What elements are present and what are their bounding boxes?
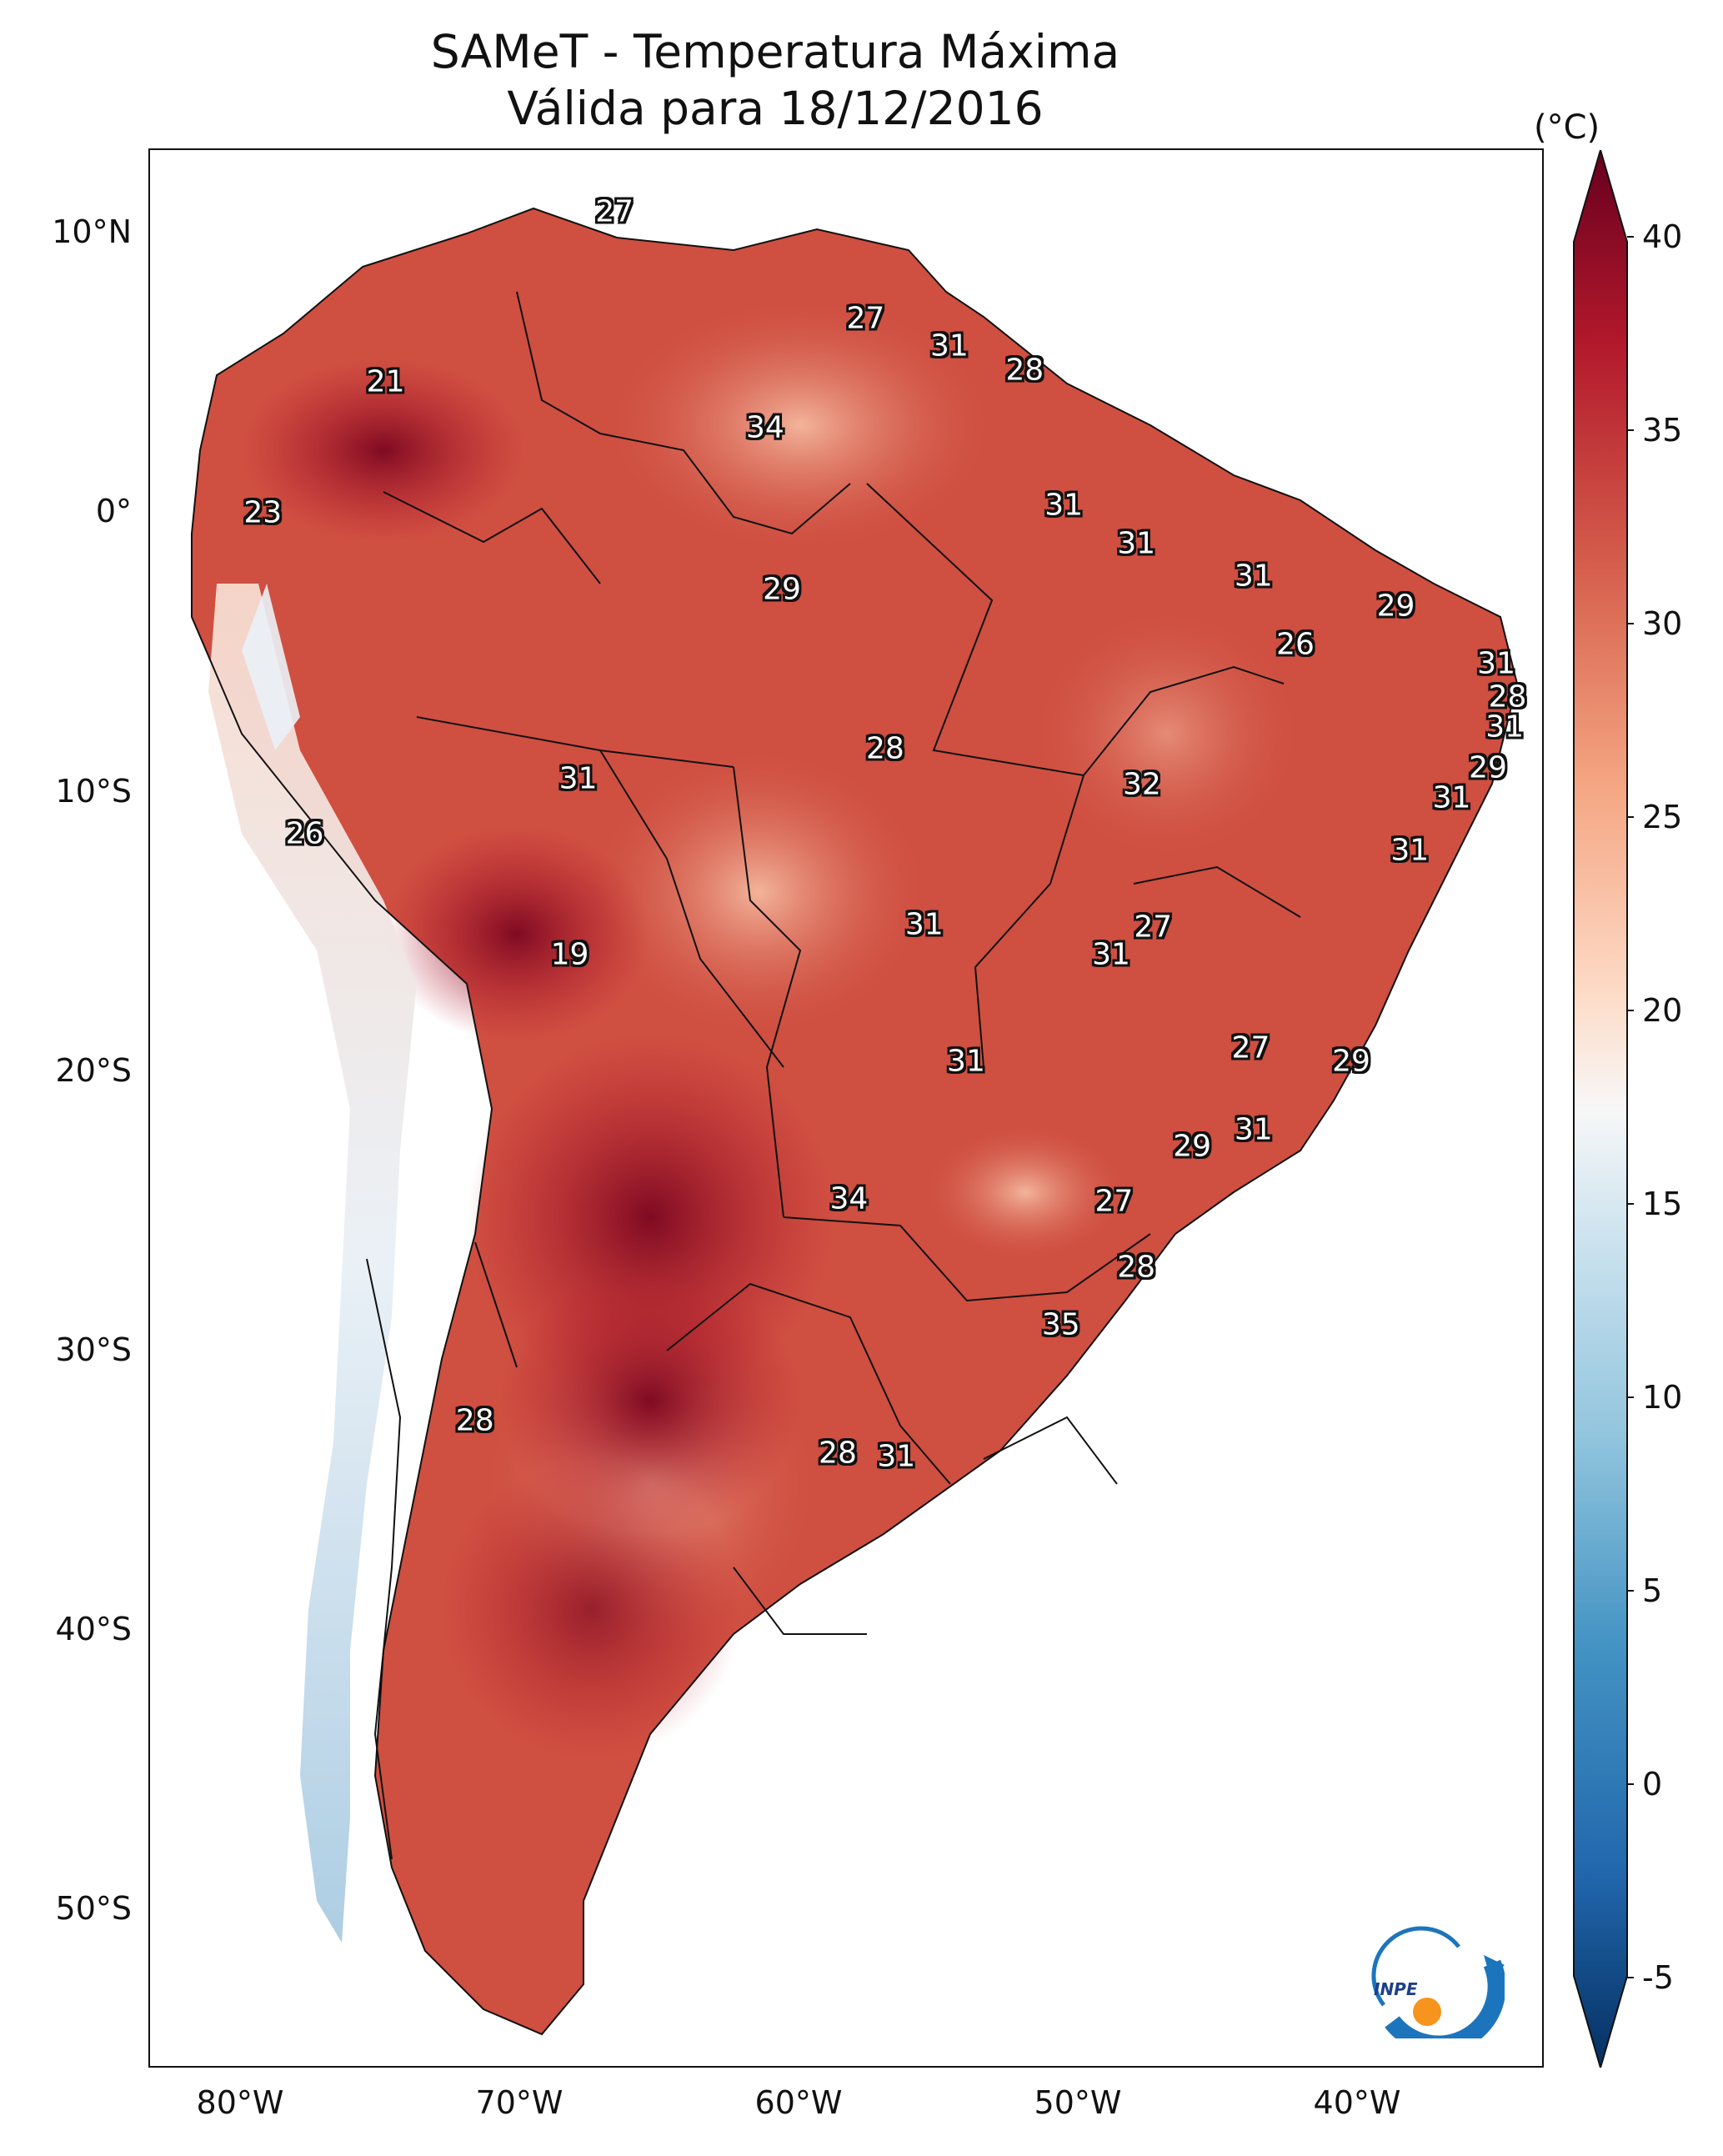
lat-tick-label: 10°N (52, 213, 132, 250)
lat-tick-label: 40°S (55, 1611, 132, 1647)
colorbar-tick-label: 5 (1642, 1572, 1663, 1609)
temperature-label: 31 (1117, 526, 1156, 561)
coastline (191, 207, 1519, 2036)
colorbar-tick-label: 35 (1642, 412, 1683, 449)
temperature-label: 27 (1231, 1030, 1270, 1065)
temperature-label: 34 (829, 1181, 869, 1216)
temperature-label: 26 (1276, 627, 1315, 662)
lat-tick-label: 30°S (55, 1331, 132, 1368)
temperature-label: 31 (1485, 709, 1525, 745)
colorbar-tick-label: 40 (1642, 218, 1683, 255)
temperature-label: 27 (1094, 1184, 1134, 1219)
lon-tick-label: 50°W (1034, 2084, 1122, 2121)
logo-text: INPE (1374, 1979, 1418, 1999)
lon-tick-label: 40°W (1313, 2084, 1401, 2121)
temperature-label: 29 (763, 572, 801, 607)
colorbar-tick-label: 15 (1642, 1186, 1683, 1222)
temperature-label: 28 (1005, 353, 1044, 388)
temperature-label: 31 (1390, 833, 1430, 868)
colorbar-tick-label: 10 (1642, 1379, 1683, 1416)
inpe-logo: INPE (1371, 1926, 1505, 2038)
temperature-label: 21 (366, 364, 405, 399)
temperature-label: 31 (1432, 780, 1471, 815)
temperature-label: 28 (1117, 1250, 1156, 1285)
temperature-label: 27 (595, 194, 634, 229)
lat-tick-label: 50°S (55, 1890, 132, 1927)
temperature-label: 23 (243, 495, 283, 530)
colorbar-unit: (°C) (1534, 108, 1600, 147)
lon-tick-label: 80°W (196, 2084, 284, 2121)
colorbar (1573, 150, 1634, 2068)
lat-tick-label: 10°S (55, 773, 132, 810)
temperature-label: 31 (1234, 559, 1273, 594)
colorbar-tick-label: 30 (1642, 605, 1683, 642)
temperature-label: 28 (1488, 679, 1527, 714)
colorbar-tick-label: 25 (1642, 799, 1683, 835)
colorbar-tick-label: 0 (1642, 1766, 1663, 1803)
temperature-label: 31 (1234, 1112, 1273, 1147)
temperature-label: 32 (1122, 767, 1161, 802)
lon-tick-label: 70°W (475, 2084, 563, 2121)
temperature-label: 31 (1477, 646, 1515, 681)
temperature-label: 19 (550, 937, 589, 972)
temperature-label: 34 (746, 410, 784, 445)
continent-map (191, 207, 1519, 2036)
temperature-label: 35 (1041, 1307, 1080, 1342)
temperature-label: 29 (1376, 589, 1415, 624)
colorbar-tick-label: 20 (1642, 992, 1683, 1029)
temperature-label: 29 (1332, 1044, 1370, 1079)
temperature-label: 31 (1044, 488, 1084, 522)
temperature-label: 27 (846, 301, 885, 336)
temperature-label: 31 (904, 907, 944, 942)
temperature-label: 27 (1134, 910, 1173, 945)
lat-tick-label: 20°S (55, 1052, 132, 1089)
colorbar-tick-label: -5 (1642, 1959, 1674, 1996)
temperature-label: 29 (1173, 1129, 1212, 1164)
temperature-label: 28 (865, 731, 904, 766)
temperature-label: 31 (947, 1044, 985, 1079)
country-borders (366, 291, 1301, 1860)
map-area (148, 148, 1544, 2068)
map-title: SAMeT - Temperatura Máxima (430, 25, 1120, 78)
temperature-label: 31 (558, 761, 598, 796)
temperature-label: 29 (1469, 750, 1507, 785)
andes-region (208, 584, 417, 1943)
map-subtitle: Válida para 18/12/2016 (507, 82, 1044, 135)
temperature-label: 28 (819, 1436, 857, 1471)
lon-tick-label: 60°W (754, 2084, 843, 2121)
temperature-label: 31 (929, 328, 969, 364)
temperature-label: 28 (455, 1403, 494, 1438)
temperature-label: 26 (285, 816, 324, 851)
temperature-label: 31 (877, 1439, 916, 1474)
lat-tick-label: 0° (95, 493, 132, 529)
temperature-label: 31 (1092, 937, 1130, 972)
